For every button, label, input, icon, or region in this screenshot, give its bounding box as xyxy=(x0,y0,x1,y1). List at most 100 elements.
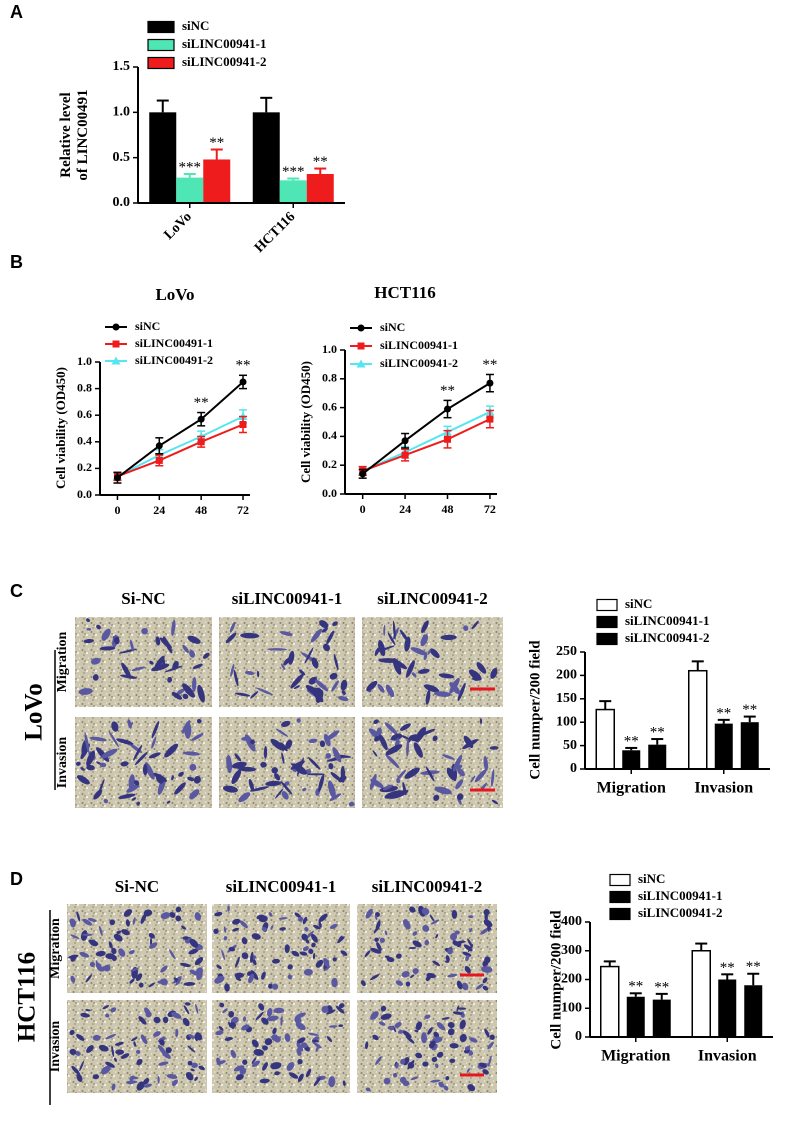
bar xyxy=(203,159,231,203)
stained-cell xyxy=(82,918,93,926)
stained-cell xyxy=(171,1079,178,1087)
stained-cell xyxy=(326,1036,333,1043)
y-tick-label: 400 xyxy=(561,914,582,929)
stained-cell xyxy=(369,773,377,790)
stained-cell xyxy=(433,794,440,801)
legend-label: siNC xyxy=(182,18,209,33)
stained-cell xyxy=(96,624,101,630)
legend-label: siNC xyxy=(135,319,160,333)
stained-cell xyxy=(151,736,157,749)
stained-cell xyxy=(305,1068,312,1078)
stained-cell xyxy=(118,948,126,957)
column-header: Si-NC xyxy=(121,589,165,608)
stained-cell xyxy=(90,657,101,665)
bar xyxy=(718,979,737,1037)
y-axis-label: Cell numper/200 field xyxy=(527,640,543,780)
stained-cell xyxy=(427,1027,433,1035)
stained-cell xyxy=(153,1016,161,1024)
significance: ** xyxy=(209,135,224,151)
stained-cell xyxy=(89,736,107,742)
stained-cell xyxy=(260,761,267,768)
stained-cell xyxy=(479,718,483,724)
y-axis-label: Relative level xyxy=(58,92,74,177)
stained-cell xyxy=(396,769,407,781)
x-tick-label: LoVo xyxy=(161,209,194,242)
y-tick-label: 0.6 xyxy=(322,399,337,413)
stained-cell xyxy=(338,1024,344,1028)
stained-cell xyxy=(160,912,171,920)
stained-cell xyxy=(88,939,99,946)
legend-label: siNC xyxy=(638,871,665,886)
stained-cell xyxy=(162,1016,169,1024)
stained-cell xyxy=(427,648,432,655)
stained-cell xyxy=(264,1038,273,1046)
stained-cell xyxy=(332,747,342,763)
stained-cell xyxy=(323,957,330,968)
y-tick-label: 1.5 xyxy=(113,59,131,74)
stained-cell xyxy=(441,1017,450,1020)
stained-cell xyxy=(491,799,499,805)
stained-cell xyxy=(332,621,338,627)
stained-cell xyxy=(280,1015,283,1027)
stained-cell xyxy=(463,625,469,632)
stained-cell xyxy=(175,1028,179,1038)
stained-cell xyxy=(270,738,285,751)
bar xyxy=(595,708,615,770)
row-label: Invasion xyxy=(55,737,70,789)
stained-cell xyxy=(424,939,430,946)
marker xyxy=(356,359,366,368)
stained-cell xyxy=(423,653,428,661)
stained-cell xyxy=(189,649,196,658)
significance: *** xyxy=(179,159,202,175)
stained-cell xyxy=(194,956,204,966)
stained-cell xyxy=(337,935,343,944)
stained-cell xyxy=(487,1041,494,1050)
stained-cell xyxy=(370,1011,379,1020)
stained-cell xyxy=(405,1035,415,1044)
stained-cell xyxy=(110,1007,117,1013)
stained-cell xyxy=(421,620,429,634)
stained-cell xyxy=(425,975,431,982)
stained-cell xyxy=(153,1031,161,1037)
stained-cell xyxy=(409,906,416,913)
panel-label: C xyxy=(10,581,23,601)
stained-cell xyxy=(192,676,197,692)
marker xyxy=(444,435,452,443)
cell-line-label: LoVo xyxy=(21,683,48,740)
stained-cell xyxy=(451,909,458,919)
stained-cell xyxy=(74,1051,81,1056)
stained-cell xyxy=(407,1062,415,1069)
stained-cell xyxy=(483,756,489,772)
stained-cell xyxy=(438,1081,445,1088)
y-tick-label: 1.0 xyxy=(113,105,131,120)
stained-cell xyxy=(169,949,176,960)
stained-cell xyxy=(400,1058,406,1065)
stained-cell xyxy=(293,685,301,690)
stained-cell xyxy=(85,974,93,983)
stained-cell xyxy=(482,977,488,984)
stained-cell xyxy=(382,784,394,791)
stained-cell xyxy=(114,1057,117,1062)
stained-cell xyxy=(286,1062,295,1071)
stained-cell xyxy=(251,1057,257,1064)
stained-cell xyxy=(261,1017,269,1025)
stained-cell xyxy=(452,754,463,772)
y-tick-label: 0 xyxy=(575,1029,582,1044)
stained-cell xyxy=(182,1017,190,1027)
stained-cell xyxy=(145,1011,152,1018)
stained-cell xyxy=(333,653,339,671)
stained-cell xyxy=(456,1005,460,1012)
stained-cell xyxy=(300,1042,308,1049)
stained-cell xyxy=(421,907,430,916)
legend-label: siLINC00941-1 xyxy=(182,36,267,51)
stained-cell xyxy=(133,1041,137,1047)
stained-cell xyxy=(469,1037,478,1043)
stained-cell xyxy=(305,939,310,944)
stained-cell xyxy=(290,763,301,768)
stained-cell xyxy=(80,767,85,771)
stained-cell xyxy=(105,1034,117,1040)
significance: ** xyxy=(720,960,735,976)
stained-cell xyxy=(306,773,325,776)
stained-cell xyxy=(380,1005,387,1012)
stained-cell xyxy=(126,784,140,793)
